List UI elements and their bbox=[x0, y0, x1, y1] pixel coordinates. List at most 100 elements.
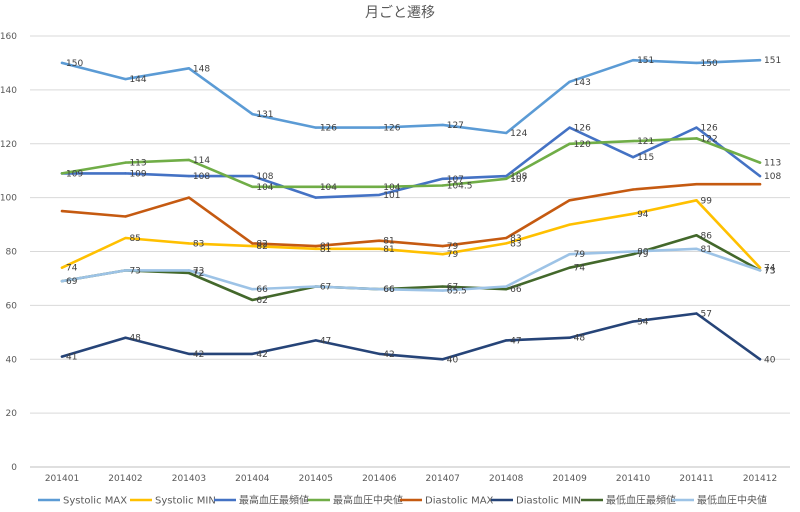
x-tick-label: 201412 bbox=[743, 474, 777, 484]
data-label: 104 bbox=[383, 183, 400, 193]
data-point bbox=[631, 139, 635, 143]
data-label: 69 bbox=[66, 277, 78, 287]
data-label: 108 bbox=[510, 172, 527, 182]
data-label: 73 bbox=[129, 266, 140, 276]
series-line bbox=[60, 182, 762, 248]
data-label: 79 bbox=[574, 250, 586, 260]
series-line bbox=[60, 247, 762, 292]
data-point bbox=[441, 184, 444, 187]
data-label: 115 bbox=[637, 153, 654, 163]
data-point bbox=[251, 112, 254, 116]
data-label: 131 bbox=[256, 110, 273, 120]
data-point bbox=[251, 352, 254, 356]
data-label: 67 bbox=[320, 283, 331, 293]
data-label: 104 bbox=[320, 183, 337, 193]
data-point bbox=[378, 193, 381, 197]
data-point bbox=[187, 269, 191, 272]
data-point bbox=[124, 269, 127, 272]
legend-item: 最高血圧中央値 bbox=[308, 494, 403, 507]
data-label: 42 bbox=[256, 350, 267, 360]
data-point bbox=[187, 196, 191, 199]
data-point bbox=[631, 212, 635, 215]
y-tick-label: 120 bbox=[0, 140, 17, 150]
data-point bbox=[695, 234, 698, 237]
data-label: 73 bbox=[764, 266, 775, 276]
data-label: 127 bbox=[447, 121, 464, 131]
data-label: 66 bbox=[383, 285, 395, 295]
data-label: 72 bbox=[193, 269, 204, 279]
x-tick-label: 201407 bbox=[426, 474, 460, 484]
data-label: 79 bbox=[447, 242, 459, 252]
data-label: 73 bbox=[193, 266, 204, 276]
data-label: 40 bbox=[764, 355, 776, 365]
data-point bbox=[695, 182, 698, 186]
y-tick-label: 60 bbox=[6, 301, 18, 311]
series-2 bbox=[60, 199, 762, 270]
legend: Systolic MAX Systolic MIN 最高血圧最頻値 最高血圧中央値 Di… bbox=[38, 494, 767, 507]
y-tick-label: 100 bbox=[0, 194, 17, 204]
data-point bbox=[568, 223, 571, 226]
data-point bbox=[251, 185, 254, 189]
data-point bbox=[187, 67, 191, 70]
data-point bbox=[504, 236, 508, 240]
data-label: 67 bbox=[447, 283, 458, 293]
legend-label: 最高血圧最頻値 bbox=[239, 494, 309, 507]
data-point bbox=[695, 61, 698, 65]
data-label: 79 bbox=[447, 250, 459, 260]
data-point bbox=[124, 161, 127, 164]
series-line bbox=[60, 58, 762, 135]
legend-item: Systolic MIN bbox=[130, 496, 216, 507]
data-point bbox=[631, 188, 635, 191]
data-point bbox=[60, 209, 64, 213]
data-point bbox=[758, 161, 762, 164]
data-label: 126 bbox=[320, 124, 337, 134]
data-label: 62 bbox=[256, 296, 267, 306]
y-tick-label: 160 bbox=[0, 32, 17, 42]
data-point bbox=[631, 252, 635, 256]
data-point bbox=[504, 177, 508, 180]
series-line bbox=[60, 199, 762, 270]
data-label: 122 bbox=[701, 134, 718, 144]
data-labels: 150 144 148 131 126 126 127 124 143 151 150 151 74 85… bbox=[66, 56, 781, 365]
data-label: 42 bbox=[193, 350, 204, 360]
data-point bbox=[441, 285, 444, 288]
legend-label: 最高血圧中央値 bbox=[333, 494, 403, 507]
data-label: 81 bbox=[383, 245, 394, 255]
y-tick-label: 140 bbox=[0, 86, 17, 96]
legend-label: Systolic MAX bbox=[63, 496, 127, 507]
data-point bbox=[568, 266, 571, 269]
data-point bbox=[758, 174, 762, 178]
data-point bbox=[758, 59, 762, 62]
y-tick-label: 0 bbox=[11, 463, 17, 473]
legend-label: Diastolic MAX bbox=[425, 496, 494, 507]
data-label: 108 bbox=[764, 172, 781, 182]
data-point bbox=[441, 244, 444, 248]
data-point bbox=[378, 352, 381, 356]
x-tick-label: 201403 bbox=[172, 474, 206, 484]
data-point bbox=[568, 336, 571, 339]
data-point bbox=[695, 137, 698, 140]
data-label: 57 bbox=[701, 309, 712, 319]
x-tick-label: 201408 bbox=[489, 474, 524, 484]
data-point bbox=[314, 285, 318, 288]
data-label: 41 bbox=[66, 353, 77, 363]
data-label: 82 bbox=[256, 242, 267, 252]
x-tick-label: 201404 bbox=[235, 474, 270, 484]
legend-item: 最高血圧最頻値 bbox=[214, 494, 309, 507]
data-label: 99 bbox=[701, 196, 713, 206]
data-point bbox=[758, 269, 762, 272]
data-label: 121 bbox=[637, 137, 654, 147]
data-label: 113 bbox=[129, 159, 146, 169]
legend-label: Systolic MIN bbox=[155, 496, 216, 507]
data-point bbox=[504, 339, 508, 342]
x-tick-label: 201410 bbox=[616, 474, 651, 484]
data-point bbox=[314, 185, 318, 189]
data-label: 48 bbox=[129, 334, 141, 344]
data-point bbox=[504, 131, 508, 135]
y-tick-label: 80 bbox=[6, 248, 18, 258]
data-point bbox=[568, 126, 571, 129]
data-point bbox=[60, 355, 64, 358]
x-tick-label: 201402 bbox=[108, 474, 142, 484]
data-label: 148 bbox=[193, 64, 210, 74]
